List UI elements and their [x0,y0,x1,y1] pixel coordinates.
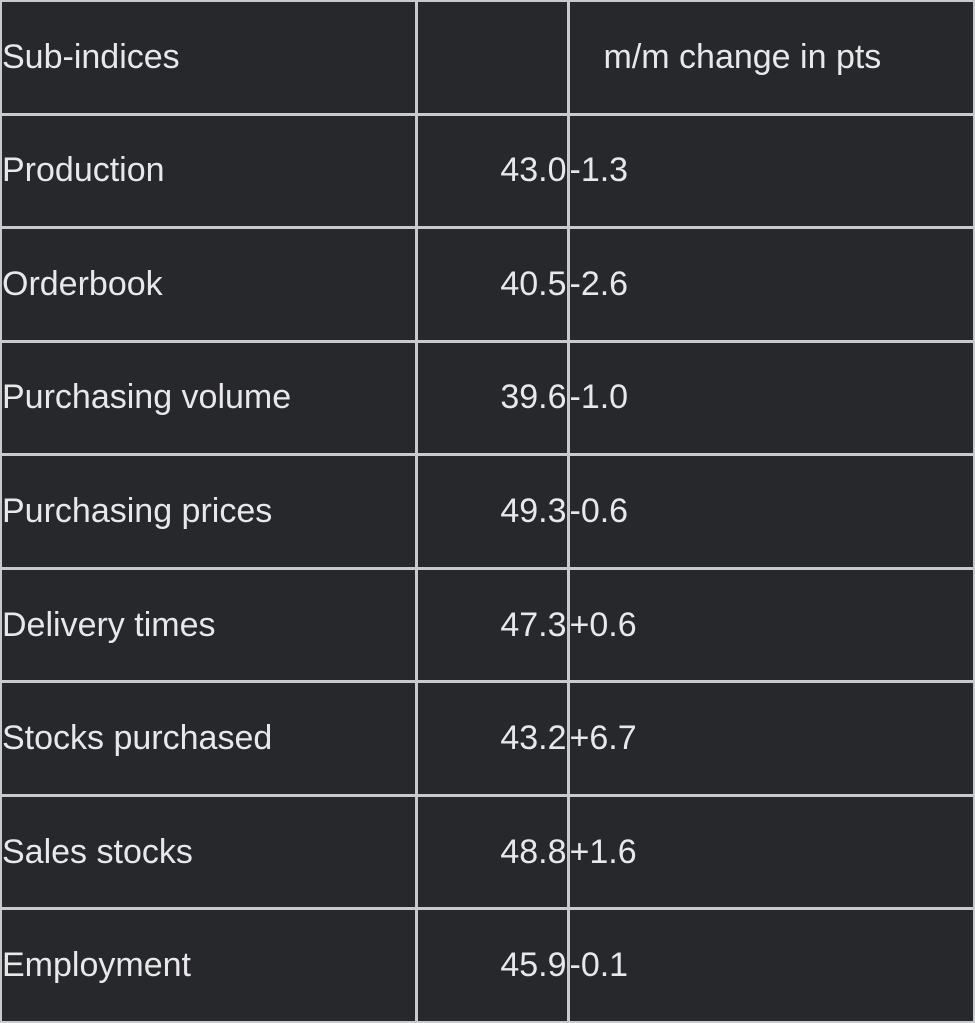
row-label: Employment [2,907,418,1021]
row-change: -2.6 [566,226,973,343]
table-row: Sales stocks 48.8 +1.6 [2,793,973,911]
table-row: Production 43.0 -1.3 [2,112,973,230]
table-row: Purchasing volume 39.6 -1.0 [2,339,973,457]
row-label: Delivery times [2,566,418,684]
row-value: 39.6 [414,339,570,457]
row-label: Orderbook [2,226,418,343]
row-value: 40.5 [414,226,570,343]
row-label: Production [2,112,418,230]
row-change: +1.6 [566,793,973,911]
table-row: Delivery times 47.3 +0.6 [2,566,973,684]
table-row: Stocks purchased 43.2 +6.7 [2,680,973,797]
row-label: Sales stocks [2,793,418,911]
header-mm-change: m/m change in pts [566,2,973,116]
header-value [414,2,570,116]
table-row: Orderbook 40.5 -2.6 [2,226,973,343]
table-row: Employment 45.9 -0.1 [2,907,973,1021]
row-value: 47.3 [414,566,570,684]
row-change: -0.6 [566,453,973,570]
row-change: -1.3 [566,112,973,230]
row-label: Stocks purchased [2,680,418,797]
row-value: 45.9 [414,907,570,1021]
row-change: -0.1 [566,907,973,1021]
row-change: -1.0 [566,339,973,457]
row-value: 49.3 [414,453,570,570]
row-change: +0.6 [566,566,973,684]
row-value: 48.8 [414,793,570,911]
header-sub-indices: Sub-indices [2,2,418,116]
table-row: Purchasing prices 49.3 -0.6 [2,453,973,570]
table-header-row: Sub-indices m/m change in pts [2,2,973,116]
row-value: 43.0 [414,112,570,230]
row-change: +6.7 [566,680,973,797]
row-label: Purchasing volume [2,339,418,457]
row-label: Purchasing prices [2,453,418,570]
row-value: 43.2 [414,680,570,797]
